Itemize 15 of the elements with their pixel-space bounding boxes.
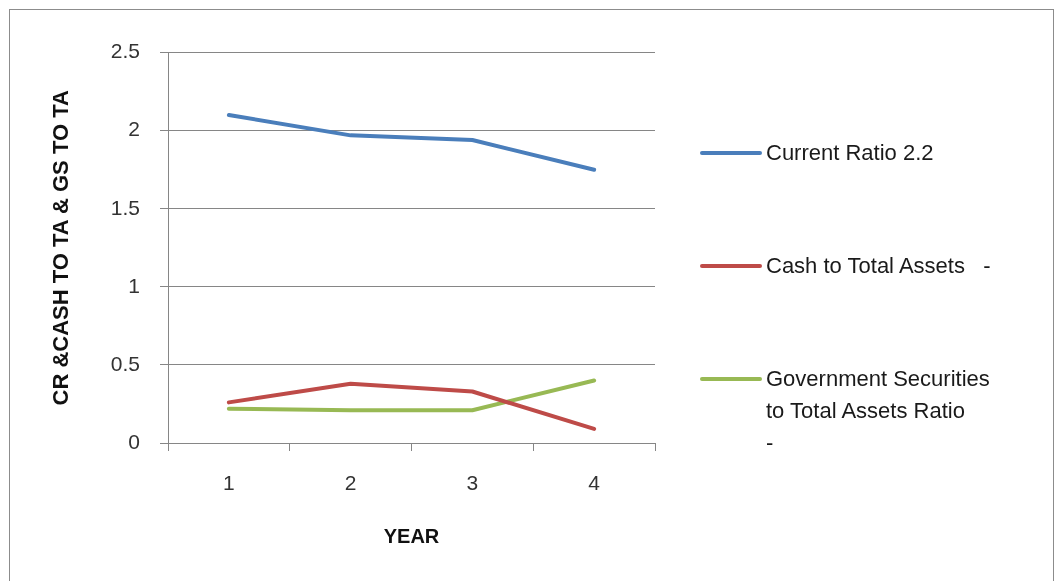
y-tick-label: 0 [128, 429, 140, 453]
y-tick-label: 1.5 [110, 195, 140, 219]
y-tick-label: 2.5 [110, 39, 140, 63]
y-tick-label: 2 [128, 117, 140, 141]
legend-label: Current Ratio 2.2 [766, 139, 935, 167]
x-axis-title: YEAR [383, 524, 440, 547]
x-tick-label: 4 [588, 471, 601, 495]
x-tick-label: 3 [466, 471, 479, 495]
legend-label: Government Securities to Total Assets Ratio - [766, 365, 991, 457]
y-tick-label: 1 [128, 273, 140, 297]
legend-label: Cash to Total Assets - [766, 252, 992, 280]
x-tick-label: 1 [223, 471, 235, 495]
y-tick-label: 0.5 [110, 351, 140, 375]
y-axis-title: CR &CASH TO TA & GS TO TA [48, 90, 74, 406]
x-tick-label: 2 [344, 471, 357, 495]
